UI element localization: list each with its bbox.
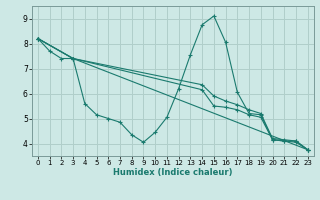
X-axis label: Humidex (Indice chaleur): Humidex (Indice chaleur) [113,168,233,177]
